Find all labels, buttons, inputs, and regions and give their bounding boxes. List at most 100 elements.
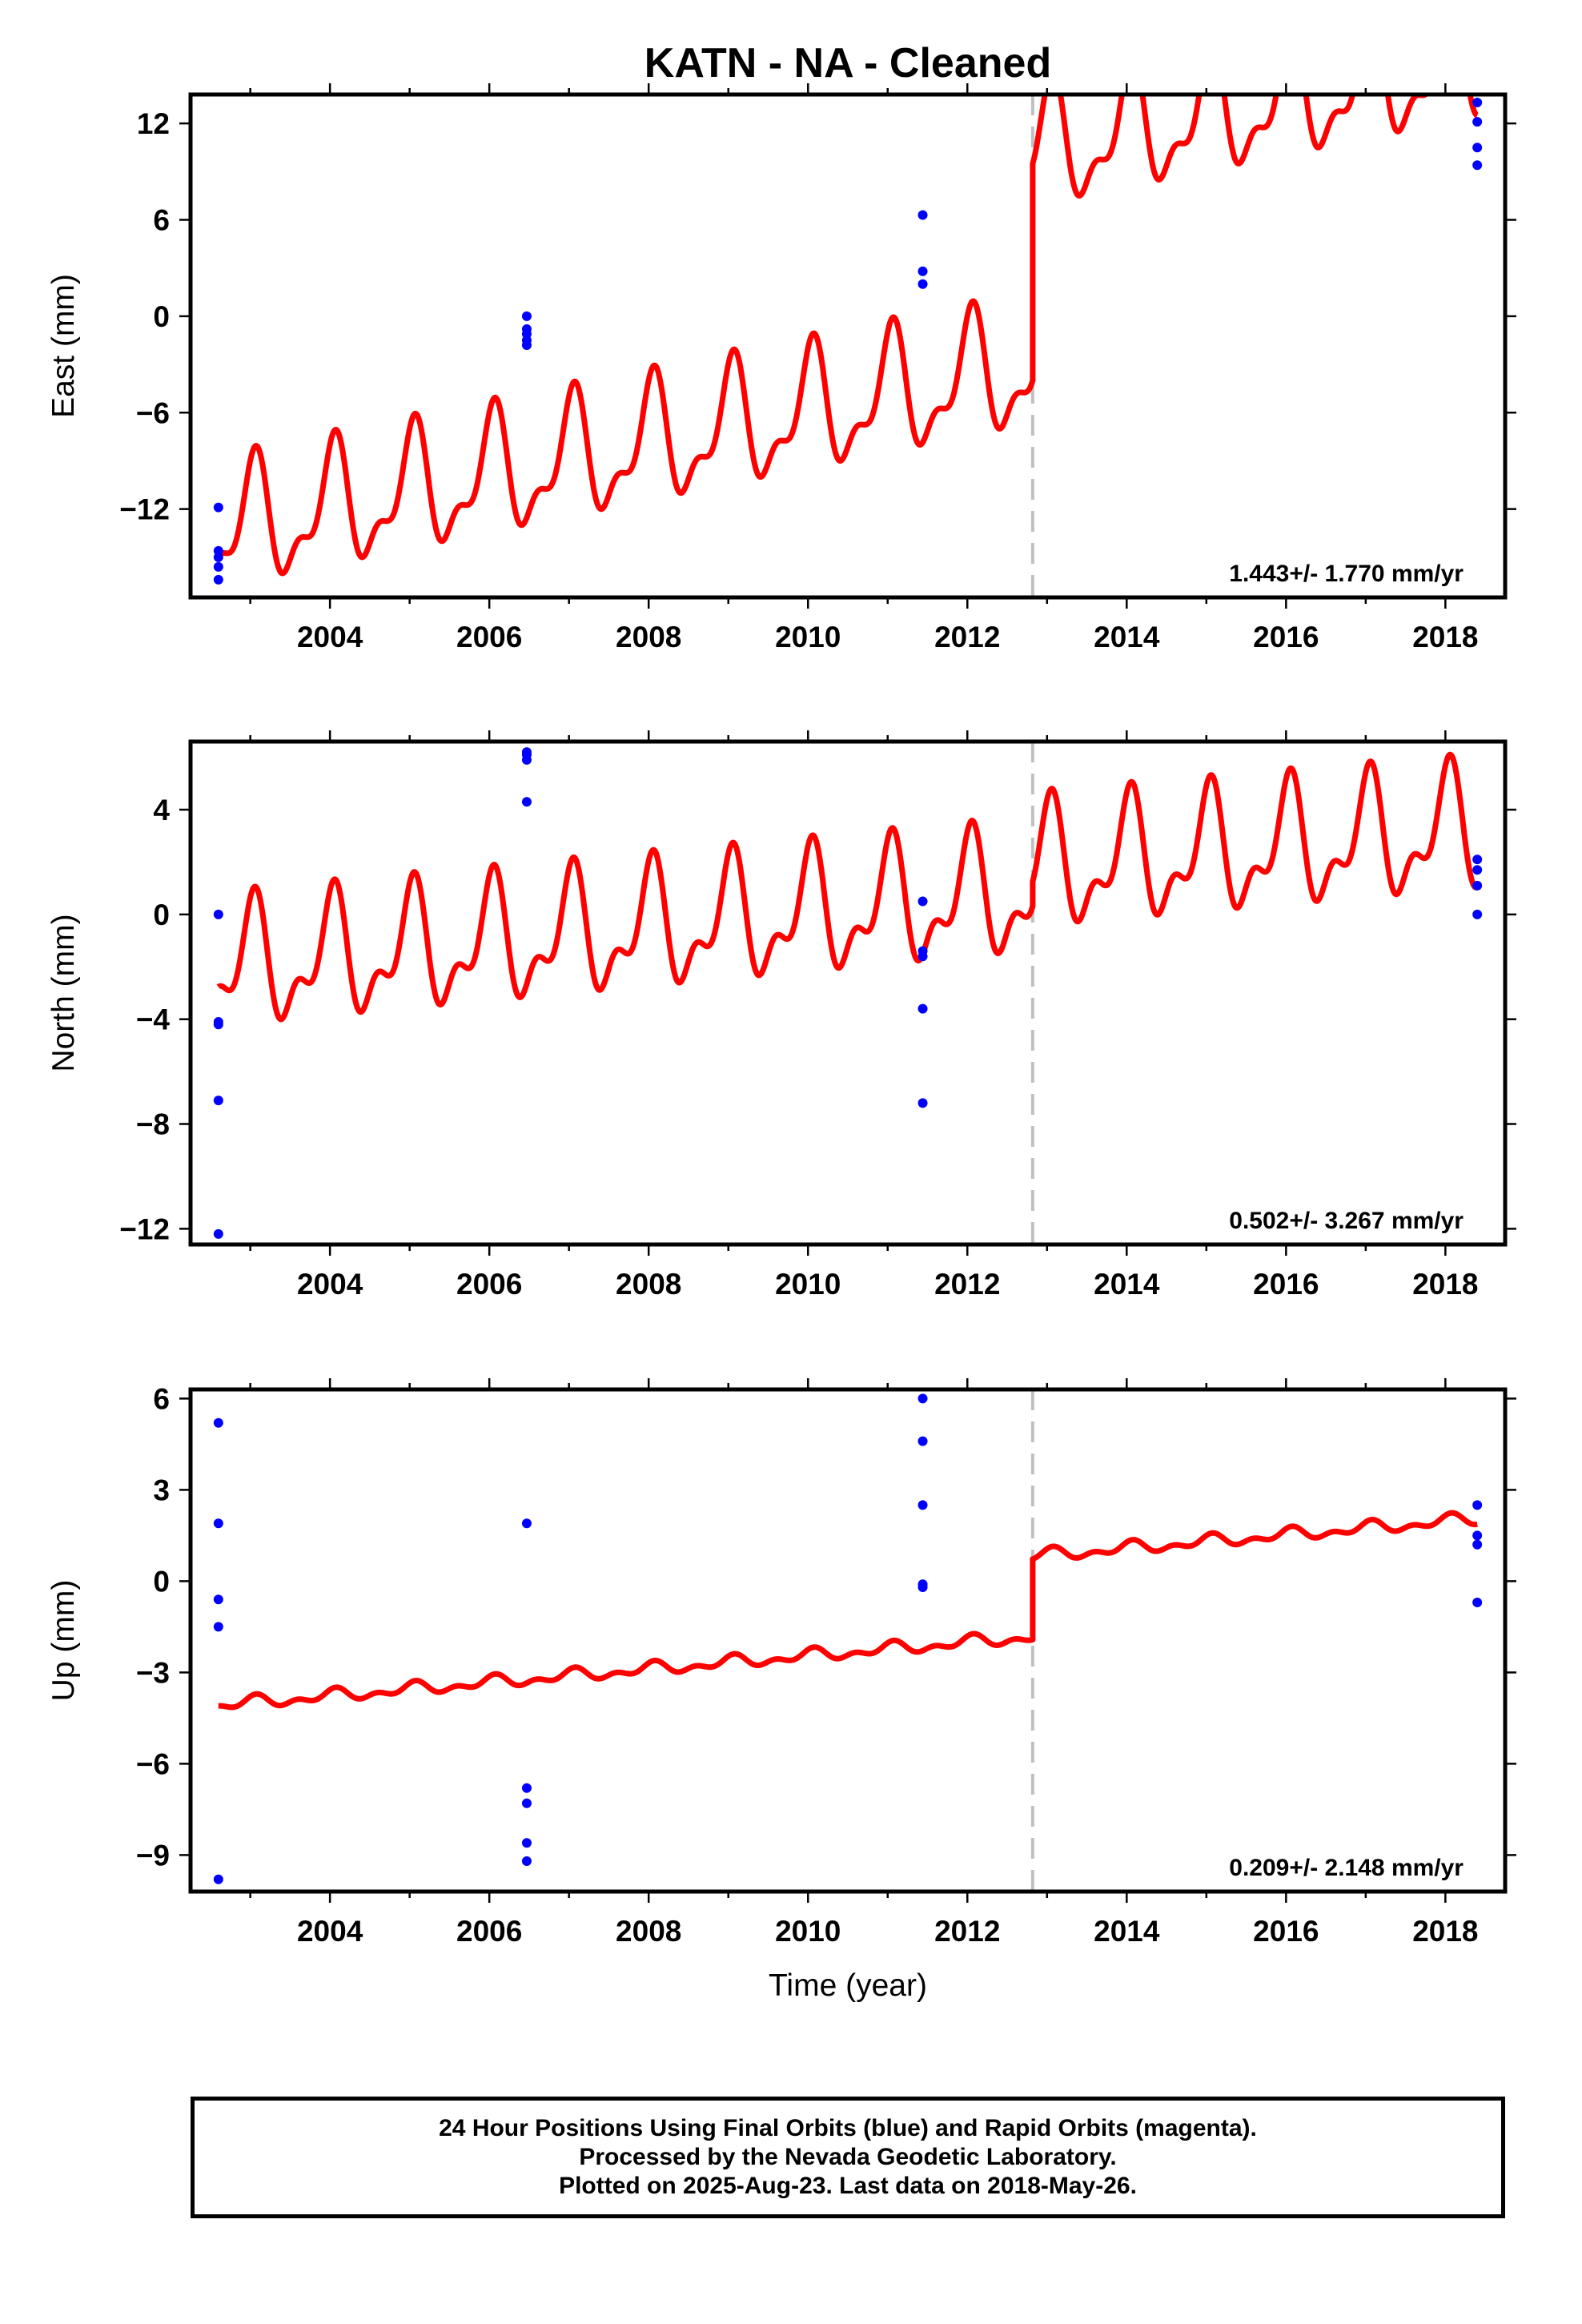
- data-point: [521, 754, 532, 765]
- data-point: [521, 1856, 532, 1866]
- data-point: [521, 1838, 532, 1848]
- data-point: [917, 951, 928, 962]
- data-point: [521, 1783, 532, 1793]
- data-point: [917, 1393, 928, 1404]
- data-point: [917, 1582, 928, 1592]
- plot-frame: [188, 739, 1508, 1247]
- data-point: [213, 561, 223, 572]
- data-point: [917, 279, 928, 289]
- y-axis-label: East (mm): [46, 274, 81, 418]
- data-point: [213, 909, 223, 919]
- rate-label: 1.443+/- 1.770 mm/yr: [1229, 561, 1464, 587]
- data-point: [917, 1436, 928, 1446]
- data-point: [521, 797, 532, 807]
- data-point: [213, 502, 223, 513]
- data-point: [1472, 1530, 1483, 1541]
- y-tick-label: −9: [136, 1839, 170, 1872]
- plot-area-east: [213, 94, 1483, 585]
- y-tick-label: −8: [136, 1108, 170, 1141]
- data-point: [917, 1500, 928, 1510]
- data-point: [1472, 1598, 1483, 1607]
- x-tick-label: 2014: [1094, 1268, 1160, 1301]
- y-tick-label: 0: [153, 1565, 170, 1598]
- footer-line-3: Plotted on 2025-Aug-23. Last data on 201…: [559, 2173, 1137, 2199]
- x-tick-label: 2004: [297, 621, 363, 653]
- x-tick-label: 2006: [456, 621, 522, 653]
- x-tick-label: 2010: [775, 1268, 841, 1301]
- x-tick-label: 2012: [934, 1268, 1000, 1301]
- footer-box: 24 Hour Positions Using Final Orbits (bl…: [191, 2097, 1505, 2218]
- x-tick-label: 2008: [616, 621, 681, 653]
- chart-title: KATN - NA - Cleaned: [644, 40, 1051, 86]
- data-point: [213, 1594, 223, 1605]
- data-point: [521, 1518, 532, 1529]
- x-tick-label: 2018: [1412, 1915, 1478, 1948]
- y-tick-label: −6: [136, 1747, 170, 1780]
- y-tick-label: −3: [136, 1656, 170, 1689]
- ticks-east: −12 −6 0 6 12 2004 2006 2008 2010 2012 2014 2016 201…: [119, 83, 1516, 653]
- data-point: [1472, 880, 1483, 891]
- data-point: [917, 266, 928, 276]
- x-tick-label: 2010: [775, 621, 841, 653]
- data-point: [213, 1874, 223, 1884]
- y-tick-label: −6: [136, 396, 170, 429]
- data-point: [213, 552, 223, 562]
- y-tick-label: 6: [153, 1382, 170, 1415]
- data-point: [917, 1003, 928, 1014]
- x-tick-label: 2016: [1253, 1268, 1319, 1301]
- data-point: [1472, 160, 1483, 171]
- y-tick-label: 3: [153, 1474, 170, 1506]
- data-point: [521, 311, 532, 321]
- data-point: [521, 340, 532, 350]
- plot-frame: [188, 1387, 1508, 1894]
- x-tick-label: 2012: [934, 1915, 1000, 1948]
- data-point: [1472, 1500, 1483, 1510]
- y-tick-label: 0: [153, 899, 170, 931]
- x-tick-label: 2006: [456, 1915, 522, 1948]
- data-point: [1472, 98, 1483, 108]
- data-point: [917, 896, 928, 907]
- data-point: [213, 1417, 223, 1428]
- data-point: [213, 1228, 223, 1239]
- y-tick-label: 4: [153, 794, 170, 826]
- plot-area-up: [213, 1393, 1483, 1884]
- x-tick-label: 2014: [1094, 621, 1160, 653]
- footer-line-1: 24 Hour Positions Using Final Orbits (bl…: [439, 2115, 1257, 2141]
- data-point: [1472, 117, 1483, 127]
- model-line: [215, 1510, 1480, 1711]
- data-point: [1472, 865, 1483, 875]
- ticks-north: −12 −8 −4 0 4 2004 2006 2008 2010 2012 2014 2016 201…: [119, 730, 1516, 1301]
- plot-area-north: [213, 747, 1483, 1239]
- x-tick-label: 2012: [934, 621, 1000, 653]
- model-line: [215, 94, 1480, 577]
- x-tick-label: 2010: [775, 1915, 841, 1948]
- y-tick-label: 0: [153, 300, 170, 333]
- data-point: [213, 574, 223, 585]
- model-line: [215, 751, 1480, 1023]
- x-tick-label: 2018: [1412, 621, 1478, 653]
- data-point: [1472, 1539, 1483, 1550]
- panels: −12 −6 0 6 12 2004 2006 2008 2010 2012 2014 2016 201…: [46, 83, 1516, 2003]
- y-tick-label: 12: [137, 107, 170, 140]
- footer-line-2: Processed by the Nevada Geodetic Laborat…: [579, 2144, 1117, 2170]
- x-tick-label: 2014: [1094, 1915, 1160, 1948]
- y-tick-label: 6: [153, 203, 170, 236]
- x-tick-label: 2016: [1253, 1915, 1319, 1948]
- data-point: [521, 747, 532, 758]
- y-tick-label: −12: [119, 493, 170, 526]
- data-point: [213, 1622, 223, 1632]
- data-point: [1472, 909, 1483, 919]
- x-tick-label: 2016: [1253, 621, 1319, 653]
- x-tick-label: 2018: [1412, 1268, 1478, 1301]
- data-point: [213, 1019, 223, 1030]
- panel-north: −12 −8 −4 0 4 2004 2006 2008 2010 2012 2014 2016 201…: [46, 730, 1516, 1301]
- x-tick-label: 2008: [616, 1268, 681, 1301]
- data-point: [1472, 854, 1483, 865]
- x-axis-label: Time (year): [769, 1968, 927, 2003]
- rate-label: 0.502+/- 3.267 mm/yr: [1229, 1208, 1464, 1234]
- panel-up: −9 −6 −3 0 3 6 2004 2006 2008 2010 2012 2014 2016 201…: [46, 1378, 1516, 2003]
- data-point: [213, 1518, 223, 1529]
- data-point: [917, 210, 928, 220]
- panel-east: −12 −6 0 6 12 2004 2006 2008 2010 2012 2014 2016 201…: [46, 83, 1516, 653]
